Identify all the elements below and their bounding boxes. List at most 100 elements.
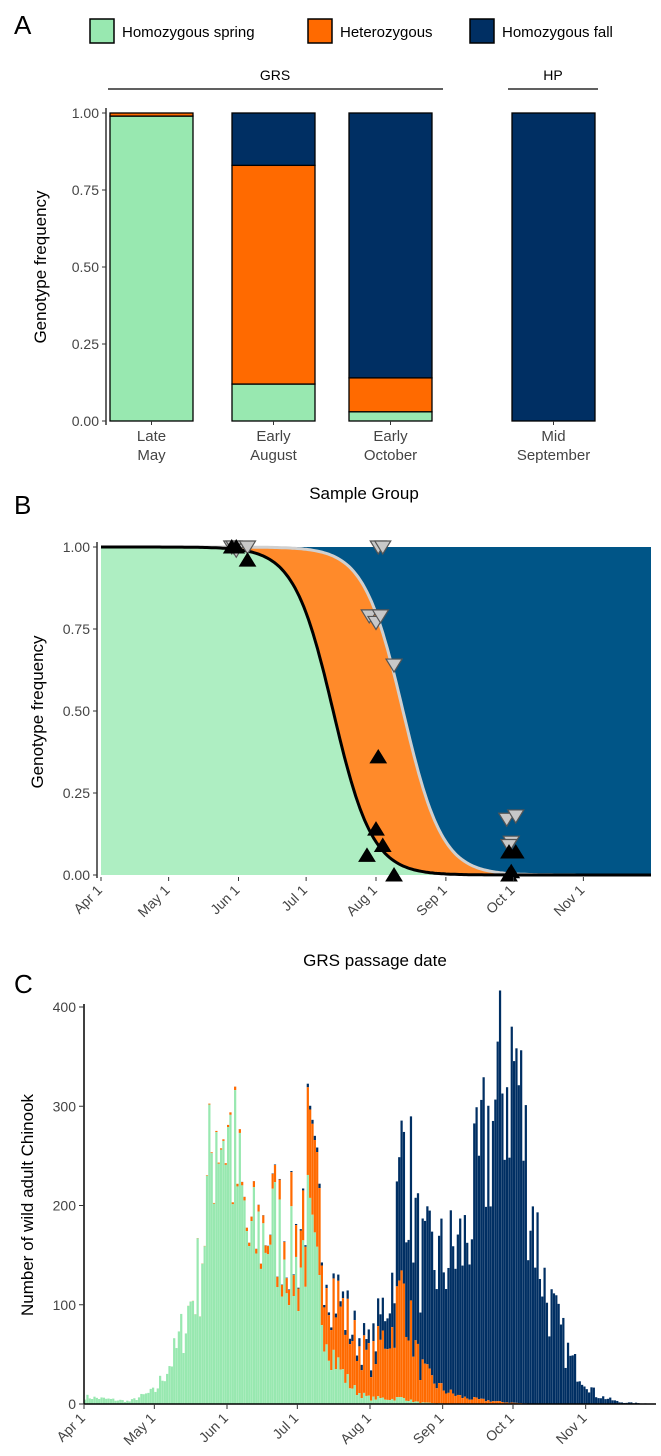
panel-label-a: A	[14, 10, 32, 40]
panel-c-bar-spring	[100, 1397, 103, 1404]
panel-c-bar-spring	[250, 1221, 253, 1404]
panel-c-bar-fall	[428, 1210, 431, 1369]
panel-a-x-tick-label: Early	[256, 428, 291, 445]
panel-c-bar-fall	[557, 1303, 560, 1404]
panel-c-bar-het	[337, 1280, 340, 1358]
panel-c-bar-fall	[578, 1381, 581, 1404]
panel-c-bar-het	[402, 1283, 406, 1399]
panel-c-bar-spring	[177, 1331, 180, 1404]
panel-c-bar-het	[365, 1349, 368, 1396]
panel-c-bar-spring	[255, 1253, 258, 1404]
panel-c-bar-spring	[191, 1300, 195, 1404]
legend-swatch-spring	[89, 18, 115, 44]
panel-c-bar-fall	[304, 1245, 307, 1247]
panel-c-bar-het	[470, 1399, 474, 1404]
panel-c-bar-spring	[130, 1399, 134, 1404]
panel-c-bar-het	[452, 1393, 455, 1404]
panel-c-bar-spring	[334, 1368, 338, 1404]
panel-c-bar-fall	[545, 1302, 549, 1404]
panel-c-bar-spring	[149, 1388, 152, 1404]
panel-c-bar-het	[290, 1172, 293, 1207]
panel-c-bar-het	[205, 1175, 209, 1176]
panel-c-bar-fall	[548, 1336, 551, 1404]
panel-c-bar-het	[461, 1398, 464, 1404]
panel-c-bar-fall	[351, 1334, 354, 1342]
panel-c-bar-het	[341, 1298, 345, 1370]
panel-c-bar-fall	[538, 1278, 542, 1404]
panel-c-bar-het	[496, 1401, 499, 1404]
panel-c-bar-fall	[527, 1260, 530, 1404]
panel-c-bar-spring	[257, 1211, 260, 1404]
panel-c-bar-spring	[173, 1338, 176, 1404]
panel-c-bar-fall	[487, 1105, 490, 1401]
panel-c-bar-fall	[365, 1339, 368, 1350]
panel-c-bar-het	[433, 1383, 436, 1404]
panel-c-bar-fall	[393, 1303, 396, 1348]
panel-c-bar-spring	[98, 1399, 101, 1404]
panel-c-bar-fall	[306, 1083, 309, 1088]
panel-c-bar-spring	[327, 1360, 331, 1404]
panel-c-bar-het	[437, 1383, 441, 1404]
panel-c-bar-fall	[459, 1218, 462, 1396]
panel-c-bar-spring	[348, 1388, 352, 1404]
panel-c-bar-fall	[491, 1120, 495, 1402]
panel-c-bar-het	[217, 1162, 220, 1164]
panel-c-bar-het	[428, 1368, 431, 1403]
panel-c-bar-het	[316, 1152, 319, 1247]
panel-c-bar-spring	[339, 1369, 342, 1404]
panel-a-group-label-hp: HP	[543, 67, 562, 83]
panel-c-bar-het	[212, 1202, 216, 1204]
panel-a-x-tick-label: Late	[137, 428, 166, 445]
panel-c-bar-fall	[400, 1120, 403, 1271]
panel-c-bar-fall	[585, 1389, 588, 1404]
panel-a-y-tick-label: 0.25	[72, 336, 99, 352]
panel-c-bar-fall	[398, 1157, 401, 1281]
panel-c-bar-fall	[283, 1241, 286, 1242]
panel-b-point-up-triangle	[506, 844, 525, 859]
panel-c-bar-fall	[313, 1135, 316, 1141]
panel-c-bar-fall	[613, 1400, 617, 1404]
panel-c-bar-het	[398, 1280, 401, 1398]
panel-c-bar-het	[227, 1124, 230, 1128]
panel-c-bar-fall	[627, 1402, 631, 1404]
panel-c-bar-spring	[381, 1397, 384, 1404]
panel-c-bar-het	[259, 1263, 263, 1269]
panel-c-bar-het	[215, 1130, 218, 1133]
panel-c-bar-spring	[112, 1398, 115, 1404]
panel-c-bar-spring	[398, 1397, 401, 1404]
panel-c-bar-fall	[449, 1210, 452, 1390]
panel-c-bar-fall	[426, 1206, 429, 1365]
panel-c-bar-het	[250, 1216, 253, 1222]
panel-c-bar-het	[445, 1393, 448, 1404]
panel-c-bar-spring	[318, 1275, 321, 1404]
panel-c-bar-het	[447, 1392, 450, 1404]
panel-c-bar-fall	[552, 1293, 556, 1404]
panel-c-bar-spring	[372, 1396, 375, 1404]
panel-c-bar-spring	[365, 1395, 368, 1404]
panel-c-bar-fall	[362, 1323, 366, 1336]
panel-c-bar-spring	[280, 1296, 284, 1404]
panel-c-bar-het	[313, 1140, 316, 1233]
panel-c-bar-het	[266, 1246, 270, 1255]
panel-b-point-up-triangle	[367, 821, 385, 836]
panel-c-bar-spring	[344, 1382, 347, 1404]
panel-c-bar-fall	[334, 1313, 338, 1318]
panel-c-bar-fall	[531, 1206, 534, 1404]
panel-c-bar-het	[487, 1400, 490, 1404]
panel-c-bar-spring	[180, 1313, 183, 1404]
panel-c-bar-het	[416, 1343, 420, 1402]
panel-c-bar-spring	[88, 1398, 91, 1404]
panel-c-bar-fall	[620, 1402, 624, 1404]
panel-c-x-tick-label: May 1	[120, 1410, 158, 1448]
panel-c-bar-fall	[407, 1239, 410, 1341]
panel-c-bar-fall	[339, 1301, 342, 1307]
panel-c-bar-het	[248, 1242, 251, 1247]
panel-c-bar-het	[414, 1340, 417, 1402]
panel-c-bar-het	[421, 1359, 424, 1403]
panel-c-bar-het	[287, 1289, 291, 1306]
panel-c-bar-spring	[107, 1398, 110, 1404]
panel-a-x-axis-title: Sample Group	[309, 484, 419, 503]
panel-a-bar-segment	[109, 112, 194, 117]
panel-c-bar-fall	[597, 1398, 600, 1404]
panel-b-x-tick-label: Jun 1	[207, 882, 243, 918]
